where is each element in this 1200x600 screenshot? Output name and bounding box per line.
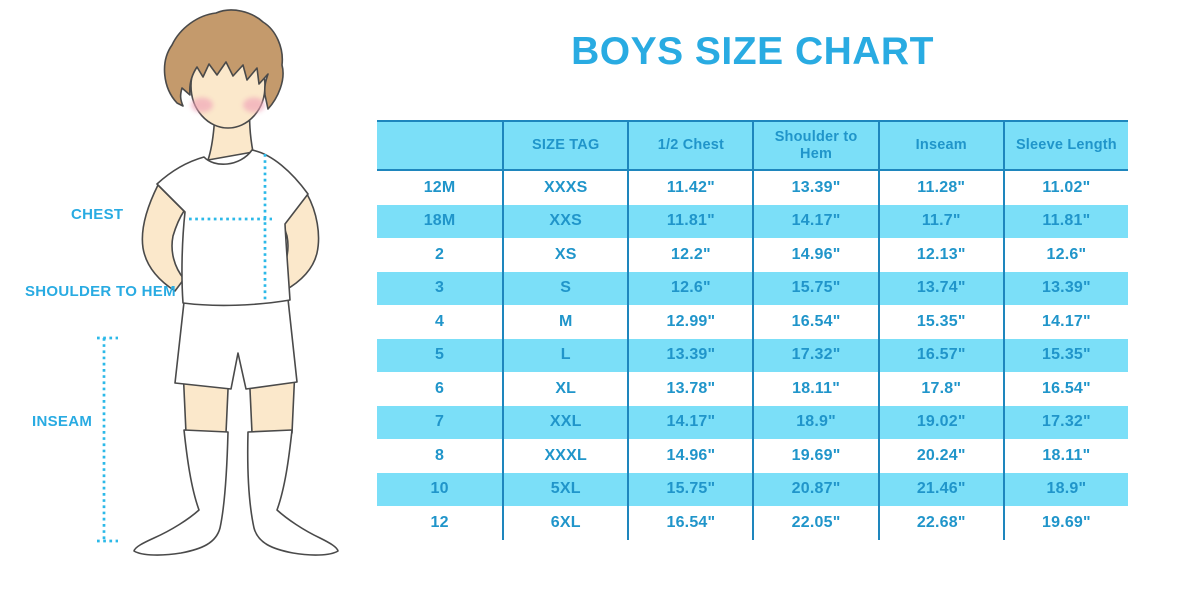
value-cell: 14.96" — [627, 439, 752, 473]
value-cell: XXXS — [502, 171, 627, 205]
size-cell: 4 — [435, 312, 445, 330]
value-cell: 17.32" — [1002, 405, 1128, 439]
value-cell: 18.11" — [752, 372, 877, 406]
value-cell: 13.39" — [627, 338, 753, 372]
size-cell: 18M — [377, 204, 503, 238]
value-cell: 15.75" — [752, 271, 878, 305]
value-cell: 17.32" — [752, 338, 878, 372]
size-cell: 8 — [435, 446, 445, 464]
value-cell: 12.6" — [627, 271, 753, 305]
value-cell: 19.69" — [752, 439, 877, 473]
value-cell: 19.69" — [1002, 506, 1128, 540]
size-cell: 7 — [377, 405, 503, 439]
value-cell: 11.02" — [1002, 171, 1128, 205]
value-cell: L — [502, 338, 628, 372]
size-cell: 2 — [435, 245, 445, 263]
value-cell: 18.9" — [1002, 472, 1128, 506]
boy-hair — [163, 9, 284, 110]
value-cell: 11.28" — [877, 171, 1003, 205]
value-cell: 16.54" — [627, 506, 752, 540]
value-cell: 13.39" — [1002, 271, 1128, 305]
value-cell: 5XL — [502, 472, 628, 506]
value-cell: 21.46" — [877, 472, 1003, 506]
value-cell: 6XL — [502, 506, 627, 540]
value-cell: 19.02" — [877, 405, 1003, 439]
value-cell: 11.81" — [1002, 204, 1128, 238]
size-cell: 5 — [377, 338, 503, 372]
boy-right-sock — [246, 429, 339, 556]
value-cell: 13.74" — [877, 271, 1003, 305]
column-header: Shoulder to Hem — [752, 120, 878, 171]
value-cell: XXS — [502, 204, 628, 238]
column-header: SIZE TAG — [502, 120, 628, 171]
value-cell: 13.39" — [752, 171, 877, 205]
value-cell: 14.96" — [752, 238, 877, 272]
size-cell: 10 — [377, 472, 503, 506]
value-cell: 12.6" — [1002, 238, 1128, 272]
column-header: Inseam — [877, 120, 1003, 171]
value-cell: 12.2" — [627, 238, 752, 272]
value-cell: 16.57" — [877, 338, 1003, 372]
value-cell: 15.35" — [877, 305, 1003, 339]
column-header — [377, 120, 503, 171]
value-cell: 16.54" — [1002, 372, 1128, 406]
value-cell: S — [502, 271, 628, 305]
boy-left-arm — [141, 184, 185, 292]
boy-illustration — [97, 9, 339, 556]
column-header: Sleeve Length — [1002, 120, 1128, 171]
value-cell: 15.35" — [1002, 338, 1128, 372]
boy-left-sock — [133, 429, 229, 556]
value-cell: 16.54" — [752, 305, 877, 339]
boy-shirt — [156, 149, 309, 307]
chest-label: CHEST — [71, 206, 124, 223]
value-cell: 13.78" — [627, 372, 752, 406]
value-cell: 11.42" — [627, 171, 752, 205]
boy-blush-right — [243, 97, 265, 113]
size-cell: 12 — [430, 513, 449, 531]
value-cell: 12.99" — [627, 305, 752, 339]
value-cell: M — [502, 305, 627, 339]
measurement-lines — [97, 154, 272, 543]
value-cell: 15.75" — [627, 472, 753, 506]
value-cell: 11.7" — [877, 204, 1003, 238]
shoulder-to-hem-label: SHOULDER TO HEM — [25, 283, 176, 300]
value-cell: XXL — [502, 405, 628, 439]
size-cell: 12M — [423, 178, 456, 196]
value-cell: 14.17" — [627, 405, 753, 439]
column-header: 1/2 Chest — [627, 120, 753, 171]
size-table: SIZE TAG 1/2 Chest Shoulder to Hem Inseam Sl… — [377, 120, 1128, 540]
boy-blush-left — [191, 97, 213, 113]
value-cell: 12.13" — [877, 238, 1003, 272]
value-cell: XXXL — [502, 439, 627, 473]
page-title: BOYS SIZE CHART — [571, 30, 934, 73]
size-cell: 6 — [435, 379, 445, 397]
inseam-label: INSEAM — [32, 413, 93, 430]
value-cell: XS — [502, 238, 627, 272]
value-cell: 20.87" — [752, 472, 878, 506]
value-cell: XL — [502, 372, 627, 406]
value-cell: 18.9" — [752, 405, 878, 439]
value-cell: 14.17" — [752, 204, 878, 238]
value-cell: 20.24" — [877, 439, 1003, 473]
size-cell: 3 — [377, 271, 503, 305]
value-cell: 22.68" — [877, 506, 1003, 540]
value-cell: 17.8" — [877, 372, 1003, 406]
value-cell: 22.05" — [752, 506, 877, 540]
value-cell: 11.81" — [627, 204, 753, 238]
value-cell: 18.11" — [1002, 439, 1128, 473]
boy-shorts — [174, 298, 298, 390]
value-cell: 14.17" — [1002, 305, 1128, 339]
